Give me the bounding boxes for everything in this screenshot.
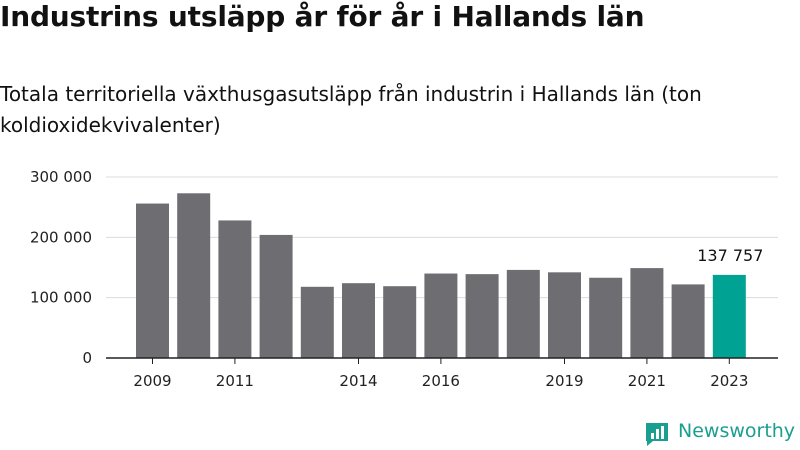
x-tick-label: 2016 [422, 372, 460, 390]
x-tick-label: 2014 [339, 372, 377, 390]
bar [589, 277, 623, 358]
y-tick-label: 200 000 [30, 228, 92, 246]
bar [424, 273, 458, 358]
y-tick-label: 300 000 [30, 168, 92, 186]
x-tick-label: 2009 [133, 372, 171, 390]
bar [506, 269, 540, 358]
bar [630, 268, 664, 358]
bar [177, 193, 211, 358]
x-tick-label: 2021 [628, 372, 666, 390]
bar [136, 203, 169, 358]
bar [548, 272, 581, 358]
data-label: 137 757 [697, 246, 763, 265]
bar [671, 284, 705, 358]
bar-highlight [712, 274, 746, 358]
y-tick-label: 0 [82, 349, 92, 367]
bar [218, 220, 252, 358]
bar [300, 286, 334, 358]
bar-chart: 0 100 000 200 000 300 000 137 757 2009 2011 201… [30, 168, 778, 390]
newsworthy-brand: Newsworthy [644, 419, 800, 449]
y-tick-label: 100 000 [30, 289, 92, 307]
page-title: Industrins utsläpp år för år i Hallands … [0, 0, 645, 33]
brand-name: Newsworthy [678, 420, 796, 442]
chart-subtitle: Totala territoriella växthusgasutsläpp f… [0, 82, 702, 137]
x-tick-label: 2023 [710, 372, 748, 390]
newsworthy-logo-icon [646, 423, 668, 446]
x-tick-label: 2011 [216, 372, 254, 390]
bar [383, 286, 417, 358]
bar [342, 283, 375, 358]
bar [465, 274, 499, 358]
x-tick-label: 2019 [545, 372, 583, 390]
bar [259, 234, 293, 358]
